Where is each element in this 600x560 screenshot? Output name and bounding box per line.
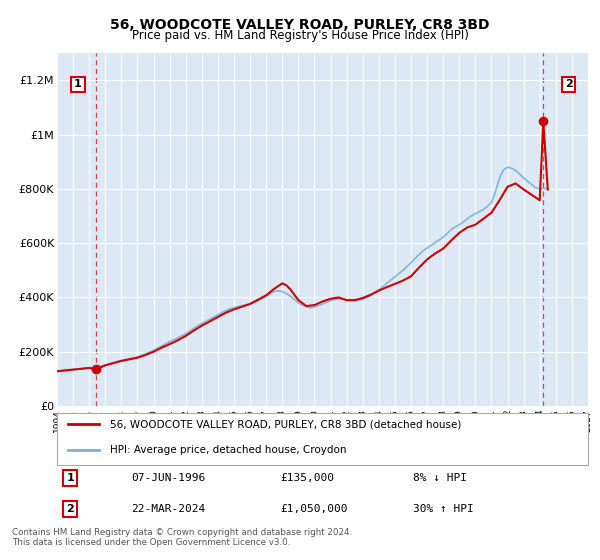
Text: 22-MAR-2024: 22-MAR-2024 <box>131 504 206 514</box>
Text: Price paid vs. HM Land Registry's House Price Index (HPI): Price paid vs. HM Land Registry's House … <box>131 29 469 42</box>
Text: 30% ↑ HPI: 30% ↑ HPI <box>413 504 473 514</box>
Text: 07-JUN-1996: 07-JUN-1996 <box>131 473 206 483</box>
Text: HPI: Average price, detached house, Croydon: HPI: Average price, detached house, Croy… <box>110 445 347 455</box>
Text: £135,000: £135,000 <box>280 473 334 483</box>
Text: 2: 2 <box>565 80 572 90</box>
Text: 1: 1 <box>74 80 82 90</box>
Text: 56, WOODCOTE VALLEY ROAD, PURLEY, CR8 3BD (detached house): 56, WOODCOTE VALLEY ROAD, PURLEY, CR8 3B… <box>110 419 461 429</box>
Text: 2: 2 <box>67 504 74 514</box>
Text: 56, WOODCOTE VALLEY ROAD, PURLEY, CR8 3BD: 56, WOODCOTE VALLEY ROAD, PURLEY, CR8 3B… <box>110 18 490 32</box>
Text: 1: 1 <box>67 473 74 483</box>
Text: 8% ↓ HPI: 8% ↓ HPI <box>413 473 467 483</box>
Text: Contains HM Land Registry data © Crown copyright and database right 2024.
This d: Contains HM Land Registry data © Crown c… <box>12 528 352 547</box>
Text: £1,050,000: £1,050,000 <box>280 504 347 514</box>
